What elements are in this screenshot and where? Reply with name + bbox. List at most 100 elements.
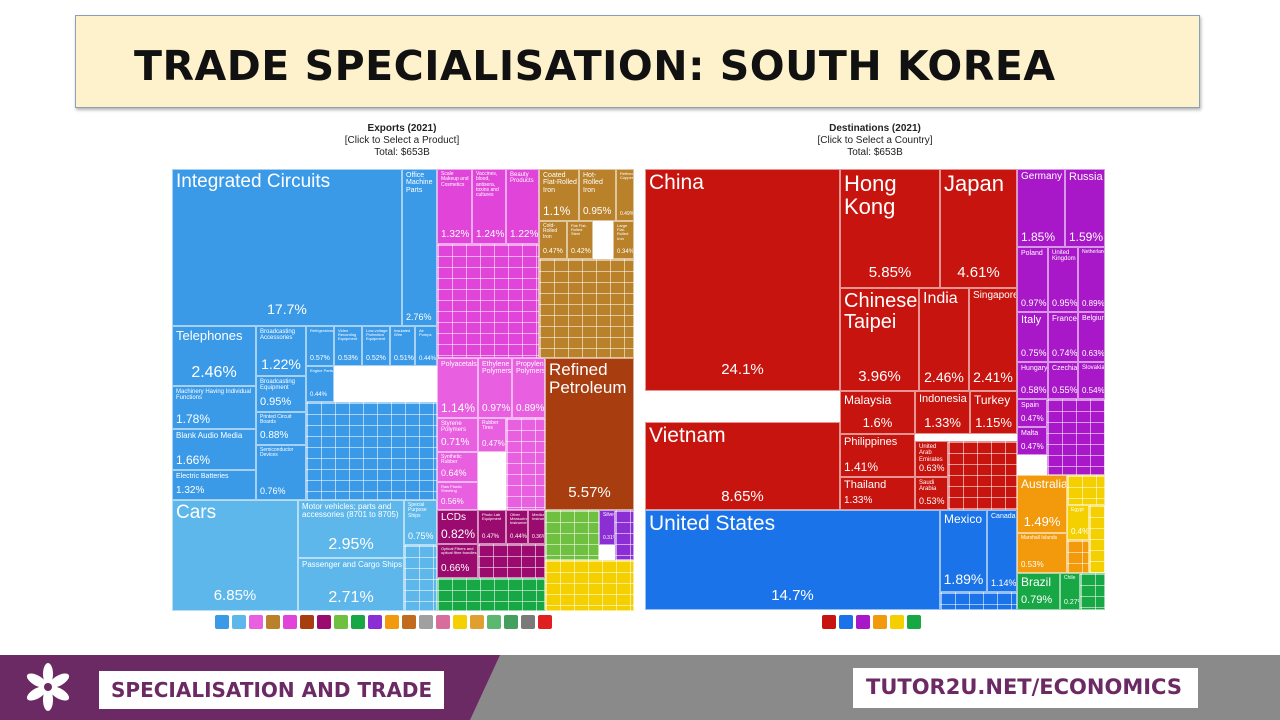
treemap-tile-malta[interactable]: Malta 0.47%: [1017, 427, 1047, 455]
treemap-tile-italy[interactable]: Italy 0.75%: [1017, 312, 1048, 362]
arts-icon[interactable]: [504, 615, 518, 629]
treemap-tile-hong-kong[interactable]: Hong Kong 5.85%: [840, 169, 940, 288]
treemap-tile-large-flat-rolled-iron[interactable]: Large Flat-Rolled Iron 0.34%: [613, 221, 634, 259]
treemap-tile-china[interactable]: China 24.1%: [645, 169, 840, 391]
wood-icon[interactable]: [470, 615, 484, 629]
vehicle-small-tiles[interactable]: [404, 545, 437, 611]
treemap-tile-integrated-circuits[interactable]: Integrated Circuits 17.7%: [172, 169, 402, 326]
treemap-tile-telephones[interactable]: Telephones 2.46%: [172, 326, 256, 386]
treemap-tile-cold-rolled-iron[interactable]: Cold-Rolled Iron 0.47%: [539, 221, 567, 259]
treemap-tile-refined-copper[interactable]: Refined Copper 0.49%: [616, 169, 634, 221]
treemap-tile-mexico[interactable]: Mexico 1.89%: [940, 510, 987, 592]
treemap-tile-philippines[interactable]: Philippines 1.41%: [840, 434, 915, 477]
treemap-tile-refined-petroleum[interactable]: Refined Petroleum 5.57%: [545, 358, 634, 510]
precious-small-tiles[interactable]: [615, 510, 634, 560]
treemap-tile-polyacetals[interactable]: Polyacetals 1.14%: [437, 358, 478, 418]
treemap-tile-scale-makeup-and-cosmetics[interactable]: Scale Makeup and Cosmetics 1.32%: [437, 169, 472, 244]
treemap-tile-india[interactable]: India 2.46%: [919, 288, 969, 391]
plastics-small-tiles[interactable]: [506, 418, 545, 510]
treemap-tile-united-arab-emirates[interactable]: United Arab Emirates 0.63%: [915, 441, 948, 477]
north-america-icon[interactable]: [839, 615, 853, 629]
treemap-tile-germany[interactable]: Germany 1.85%: [1017, 169, 1065, 247]
treemap-tile-lcds[interactable]: LCDs 0.82%: [437, 510, 478, 544]
treemap-tile-czechia[interactable]: Czechia 0.55%: [1048, 362, 1078, 399]
vegetable-products-icon[interactable]: [453, 615, 467, 629]
treemap-tile-indonesia[interactable]: Indonesia 1.33%: [915, 391, 970, 434]
metal-small-tiles[interactable]: [539, 259, 634, 358]
treemap-tile-united-states[interactable]: United States 14.7%: [645, 510, 940, 610]
north-america-small-tiles[interactable]: [940, 592, 1017, 610]
treemap-tile-engine-parts[interactable]: Engine Parts 0.44%: [306, 366, 334, 402]
textile-tiles[interactable]: [545, 510, 599, 560]
treemap-tile-coated-flat-rolled-iron[interactable]: Coated Flat-Rolled Iron 1.1%: [539, 169, 579, 221]
foodstuffs-icon[interactable]: [385, 615, 399, 629]
plastics-green-tiles[interactable]: [437, 578, 545, 611]
treemap-tile-broadcasting-equipment[interactable]: Broadcasting Equipment 0.95%: [256, 376, 306, 412]
treemap-tile-japan[interactable]: Japan 4.61%: [940, 169, 1017, 288]
treemap-tile-special-purpose-ships[interactable]: Special Purpose Ships 0.75%: [404, 500, 437, 545]
treemap-tile-electric-batteries[interactable]: Electric Batteries 1.32%: [172, 470, 256, 500]
treemap-tile-australia[interactable]: Australia 1.49%: [1017, 475, 1067, 533]
textiles-icon[interactable]: [334, 615, 348, 629]
europe-icon[interactable]: [856, 615, 870, 629]
treemap-tile-machinery-having-individual-functions[interactable]: Machinery Having Individual Functions 1.7…: [172, 386, 256, 429]
precious-metals-icon[interactable]: [368, 615, 382, 629]
treemap-tile-video-recording-equipment[interactable]: Video Recording Equipment 0.53%: [334, 326, 362, 366]
treemap-tile-united-kingdom[interactable]: United Kingdom 0.95%: [1048, 247, 1078, 312]
europe-small-tiles[interactable]: [1047, 399, 1105, 475]
treemap-tile-cars[interactable]: Cars 6.85%: [172, 500, 298, 611]
treemap-tile-hungary[interactable]: Hungary 0.58%: [1017, 362, 1048, 399]
treemap-tile-canada[interactable]: Canada 1.14%: [987, 510, 1017, 592]
treemap-tile-other-measuring-instruments[interactable]: Other Measuring Instruments 0.44%: [506, 510, 528, 544]
treemap-tile-spain[interactable]: Spain 0.47%: [1017, 399, 1047, 427]
treemap-tile-saudi-arabia[interactable]: Saudi Arabia 0.53%: [915, 477, 948, 510]
treemap-tile-medical-instruments[interactable]: Medical Instruments 0.36%: [528, 510, 545, 544]
electronics-small-tiles[interactable]: [306, 402, 437, 500]
misc-icon[interactable]: [521, 615, 535, 629]
treemap-tile-semiconductor-devices[interactable]: Semiconductor Devices 0.76%: [256, 445, 306, 500]
treemap-tile-passenger-and-cargo-ships[interactable]: Passenger and Cargo Ships 2.71%: [298, 558, 404, 611]
treemap-tile-belgium[interactable]: Belgium 0.63%: [1078, 312, 1105, 362]
treemap-tile-propylene-polymers[interactable]: Propylene Polymers 0.89%: [512, 358, 545, 418]
treemap-tile-office-machine-parts[interactable]: Office Machine Parts 2.76%: [402, 169, 437, 326]
oceania-small-tiles[interactable]: [1067, 540, 1089, 573]
beauty-icon[interactable]: [283, 615, 297, 629]
animal-products-icon[interactable]: [402, 615, 416, 629]
treemap-tile-hot-rolled-iron[interactable]: Hot-Rolled Iron 0.95%: [579, 169, 616, 221]
treemap-tile-chile[interactable]: Chile 0.27%: [1060, 573, 1080, 610]
vegetable-tiles[interactable]: [545, 560, 634, 611]
treemap-tile-netherlands[interactable]: Netherlands 0.89%: [1078, 247, 1105, 312]
instrument-small-tiles[interactable]: [478, 544, 545, 578]
product-category-icons[interactable]: [215, 615, 552, 629]
treemap-tile-low-voltage-protection-equipment[interactable]: Low-voltage Protection Equipment 0.52%: [362, 326, 390, 366]
treemap-tile-turkey[interactable]: Turkey 1.15%: [970, 391, 1017, 434]
south-america-small-tiles[interactable]: [1080, 573, 1105, 610]
treemap-tile-synthetic-rubber[interactable]: Synthetic Rubber 0.64%: [437, 452, 478, 482]
treemap-tile-thailand[interactable]: Thailand 1.33%: [840, 477, 915, 510]
treemap-tile-singapore[interactable]: Singapore 2.41%: [969, 288, 1017, 391]
africa-icon[interactable]: [890, 615, 904, 629]
treemap-tile-chinese-taipei[interactable]: Chinese Taipei 3.96%: [840, 288, 919, 391]
treemap-tile-vaccines-blood-antisera-toxins-and-cultures[interactable]: Vaccines, blood, antisera, toxins and cu…: [472, 169, 506, 244]
treemap-tile-broadcasting-accessories[interactable]: Broadcasting Accessories 1.22%: [256, 326, 306, 376]
oceania-icon[interactable]: [873, 615, 887, 629]
region-icons[interactable]: [822, 615, 921, 629]
website-label[interactable]: TUTOR2U.NET/ECONOMICS: [853, 668, 1198, 708]
africa-small-tiles-2[interactable]: [1089, 505, 1105, 573]
treemap-tile-poland[interactable]: Poland 0.97%: [1017, 247, 1048, 312]
instruments-icon[interactable]: [317, 615, 331, 629]
south-america-icon[interactable]: [907, 615, 921, 629]
treemap-tile-brazil[interactable]: Brazil 0.79%: [1017, 573, 1060, 610]
treemap-tile-optical-fibers-and-optical-fibre-bundles[interactable]: Optical Fibers and optical fibre bundles…: [437, 544, 478, 578]
treemap-tile-marshall-islands[interactable]: Marshall Islands 0.53%: [1017, 533, 1067, 573]
stone-icon[interactable]: [419, 615, 433, 629]
minerals-icon[interactable]: [300, 615, 314, 629]
metals-icon[interactable]: [266, 615, 280, 629]
vehicles-icon[interactable]: [232, 615, 246, 629]
chemicals-icon[interactable]: [249, 615, 263, 629]
treemap-tile-raw-plastic-sheeting[interactable]: Raw Plastic Sheeting 0.56%: [437, 482, 478, 510]
treemap-tile-insulated-wire[interactable]: Insulated Wire 0.51%: [390, 326, 415, 366]
treemap-tile-rubber-tires[interactable]: Rubber Tires 0.47%: [478, 418, 506, 452]
treemap-tile-flat-flat-rolled-steel[interactable]: Flat Flat-Rolled Steel 0.42%: [567, 221, 593, 259]
treemap-tile-styrene-polymers[interactable]: Styrene Polymers 0.71%: [437, 418, 478, 452]
